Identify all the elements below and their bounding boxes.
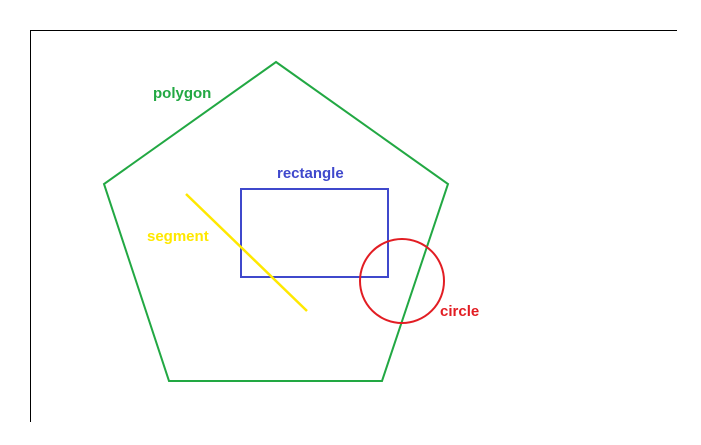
segment-shape	[185, 193, 308, 312]
circle-label: circle	[440, 303, 479, 320]
polygon-label: polygon	[153, 85, 211, 102]
rectangle-label: rectangle	[277, 165, 344, 182]
rectangle-shape	[240, 188, 389, 278]
segment-label: segment	[147, 228, 209, 245]
circle-shape	[359, 238, 445, 324]
polygon-shape	[102, 60, 450, 382]
